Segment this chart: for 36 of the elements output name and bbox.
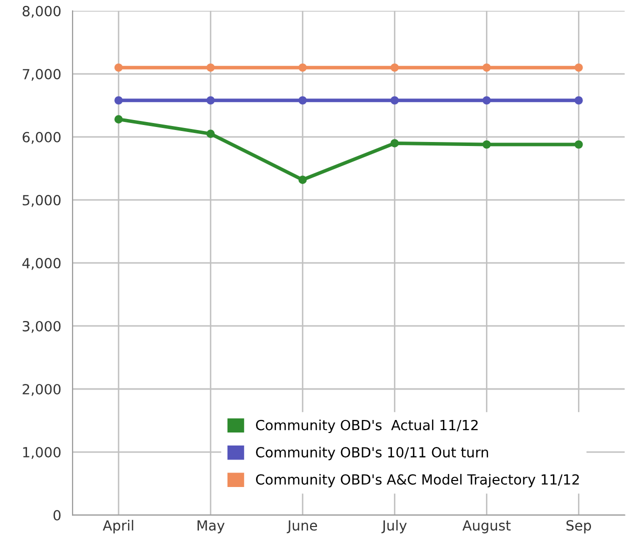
x-tick-label: Sep (566, 520, 592, 534)
y-tick-label: 0 (54, 510, 61, 520)
legend-label: Community OBD's A&C Model Trajectory 11/12 (256, 474, 579, 488)
point (206, 130, 215, 138)
y-tick-label: 3,000 (22, 320, 61, 333)
point (574, 96, 583, 105)
legend-label: Community OBD's 10/11 Out turn (256, 446, 488, 460)
y-tick-label: 6,000 (22, 132, 61, 144)
point (390, 63, 399, 72)
x-tick-label: August (462, 520, 511, 534)
point (298, 63, 307, 72)
point (206, 63, 215, 72)
y-tick-label: 4,000 (22, 258, 61, 270)
point (114, 96, 123, 105)
y-tick-label: 1,000 (23, 446, 61, 459)
point (298, 176, 307, 184)
point (390, 139, 399, 148)
point (482, 96, 491, 105)
legend-label: Community OBD's Actual 11/12 (256, 420, 478, 434)
point (574, 63, 583, 72)
point (114, 63, 123, 72)
point (482, 140, 491, 149)
y-tick-label: 5,000 (22, 194, 61, 207)
x-tick-label: April (102, 520, 134, 534)
y-tick-label: 2,000 (22, 384, 61, 396)
point (390, 96, 399, 105)
x-tick-label: June (286, 520, 317, 534)
y-tick-label: 7,000 (22, 68, 61, 81)
point (114, 115, 123, 124)
point (206, 96, 215, 105)
point (574, 140, 583, 149)
x-tick-label: May (198, 520, 225, 534)
point (482, 63, 491, 72)
x-tick-label: July (381, 520, 407, 534)
y-tick-label: 8,000 (22, 6, 61, 18)
point (298, 96, 307, 105)
